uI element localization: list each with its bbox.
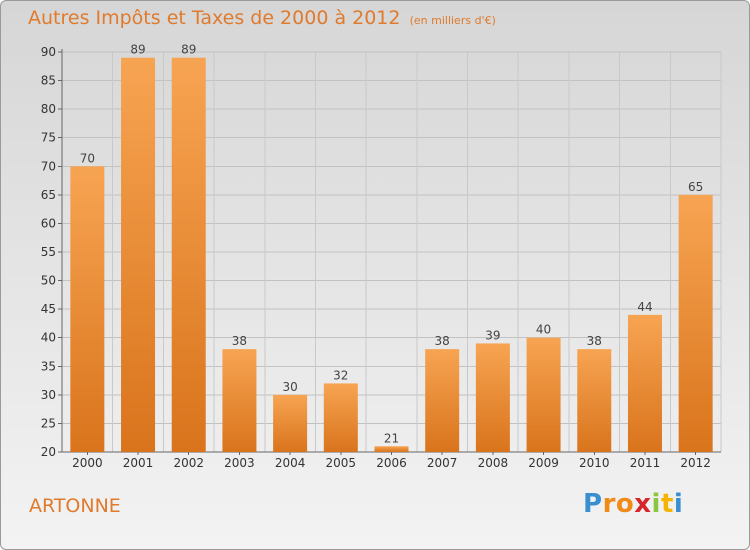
x-tick-label: 2007 [427,456,458,470]
x-tick-label: 2012 [680,456,711,470]
bar [121,57,156,452]
y-tick-label: 55 [41,245,56,259]
x-tick-label: 2006 [376,456,407,470]
x-tick-label: 2005 [326,456,357,470]
bar [526,337,561,452]
bar [475,343,510,452]
grid-lines [61,51,722,453]
value-label: 30 [282,380,297,394]
bar [374,446,409,452]
y-tick-label: 40 [41,331,56,345]
x-tick-label: 2008 [478,456,509,470]
value-label: 89 [181,43,196,57]
x-tick-label: 2010 [579,456,610,470]
logo-letter: i [651,489,661,519]
x-tick-label: 2003 [224,456,255,470]
bar [70,166,105,453]
value-label: 40 [536,323,551,337]
x-tick-label: 2011 [630,456,661,470]
bar [273,394,308,452]
y-tick-label: 30 [41,388,56,402]
chart-title: Autres Impôts et Taxes de 2000 à 2012 (e… [28,7,496,29]
value-label: 70 [80,151,95,165]
logo-letter: i [673,489,684,519]
value-label: 39 [485,328,500,342]
y-tick-label: 35 [41,359,56,373]
bar [222,349,257,452]
x-tick-label: 2002 [173,456,204,470]
logo-letter: t [660,489,674,519]
bar [171,57,206,452]
value-label: 38 [435,334,450,348]
value-label: 21 [384,431,399,445]
y-tick-label: 65 [41,188,56,202]
chart-title-main: Autres Impôts et Taxes de 2000 à 2012 [28,7,401,29]
x-tick-label: 2000 [72,456,103,470]
bar [323,383,358,452]
bar [678,194,713,452]
bar [627,314,662,452]
logo-letter: x [634,489,652,519]
y-tick-label: 70 [41,159,56,173]
value-label: 32 [333,368,348,382]
bar [577,349,612,452]
y-tick-label: 85 [41,74,56,88]
logo-letter: r [602,489,616,519]
y-tick-label: 90 [41,45,56,59]
value-label: 65 [688,180,703,194]
axes: 20 25 30 35 40 45 50 55 60 65 70 75 80 85 90 2000 2001 20… [41,45,721,470]
x-tick-label: 2004 [275,456,306,470]
proxiti-logo: Proxiti [583,489,683,519]
commune-name: ARTONNE [29,495,121,517]
value-label: 38 [232,334,247,348]
y-tick-label: 50 [41,274,56,288]
value-labels: 70 89 89 38 30 32 21 38 39 40 38 44 65 [80,43,704,446]
y-tick-label: 20 [41,445,56,459]
y-tick-label: 80 [41,102,56,116]
logo-letter: o [615,489,635,519]
logo-letter: P [583,489,603,519]
y-tick-label: 25 [41,416,56,430]
y-tick-label: 45 [41,302,56,316]
chart-title-unit: (en milliers d'€) [409,14,496,27]
bar [425,349,460,452]
value-label: 44 [637,300,652,314]
value-label: 89 [130,43,145,57]
bars [70,57,713,453]
y-tick-label: 75 [41,131,56,145]
x-tick-label: 2009 [528,456,559,470]
x-tick-label: 2001 [123,456,154,470]
y-tick-label: 60 [41,216,56,230]
value-label: 38 [587,334,602,348]
